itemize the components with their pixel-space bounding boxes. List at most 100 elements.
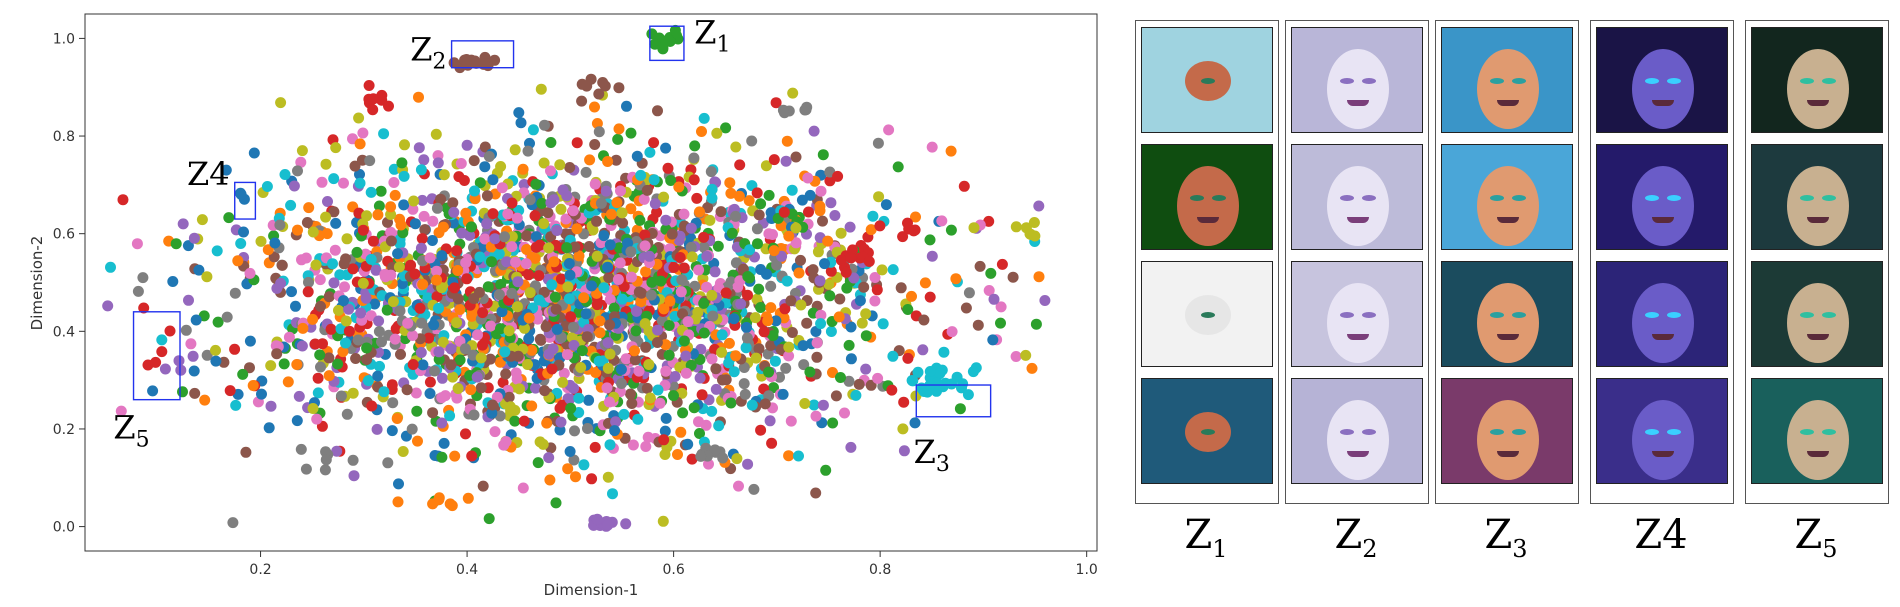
scatter-point [817, 399, 829, 411]
scatter-point [394, 238, 406, 250]
mouth-shape [1347, 100, 1369, 106]
scatter-point [790, 151, 802, 163]
scatter-point [640, 441, 652, 452]
scatter-point [458, 175, 470, 186]
scatter-point [445, 359, 457, 371]
scatter-point [835, 227, 847, 239]
scatter-point [474, 177, 486, 189]
scatter-point [807, 264, 819, 276]
scatter-point [427, 407, 439, 419]
scatter-point [660, 142, 672, 154]
eye-shape [1512, 78, 1526, 84]
scatter-point [765, 302, 777, 314]
cluster-label: Z2 [410, 30, 446, 74]
scatter-point [496, 306, 508, 318]
scatter-point [783, 230, 795, 242]
eye-shape [1645, 195, 1659, 201]
scatter-point [823, 278, 835, 290]
scatter-point [332, 358, 344, 370]
scatter-point [563, 293, 575, 305]
scatter-point [418, 154, 430, 166]
scatter-point [793, 267, 805, 279]
scatter-point [167, 276, 179, 287]
scatter-point [776, 250, 788, 262]
scatter-point [768, 245, 780, 257]
scatter-point [392, 496, 404, 508]
scatter-point [489, 426, 501, 438]
scatter-point [580, 308, 592, 320]
scatter-point [323, 291, 335, 303]
scatter-point [454, 304, 466, 315]
face-shape [1327, 400, 1389, 480]
scatter-point [909, 417, 921, 429]
portrait-image [1141, 144, 1273, 250]
x-tick-label: 0.8 [869, 562, 891, 578]
scatter-point [223, 212, 235, 224]
cluster-box [450, 40, 515, 69]
scatter-point [839, 407, 850, 419]
scatter-point [765, 280, 777, 292]
scatter-point [378, 386, 390, 398]
scatter-point [677, 407, 689, 419]
eye-shape [1800, 78, 1814, 84]
scatter-point [451, 245, 463, 257]
cluster-point [459, 54, 471, 66]
scatter-point [445, 343, 457, 355]
mouth-shape [1497, 100, 1519, 106]
scatter-point [625, 127, 637, 139]
scatter-point [335, 323, 347, 335]
scatter-point [307, 313, 319, 325]
scatter-point [576, 95, 588, 107]
scatter-point [567, 205, 579, 217]
scatter-point [455, 158, 467, 169]
scatter-point [873, 191, 885, 203]
scatter-point [1030, 318, 1042, 330]
scatter-point [706, 192, 718, 204]
scatter-point [503, 325, 515, 337]
scatter-point [652, 105, 663, 117]
scatter-point [685, 241, 697, 253]
scatter-point [396, 157, 408, 169]
eye-shape [1645, 312, 1659, 318]
scatter-point [639, 318, 651, 330]
scatter-point [615, 364, 627, 375]
scatter-point [514, 383, 525, 395]
scatter-point [733, 480, 744, 492]
scatter-point [730, 257, 742, 269]
scatter-point [753, 283, 765, 295]
scatter-point [765, 340, 777, 351]
scatter-point [602, 337, 614, 349]
scatter-point [483, 151, 495, 162]
x-axis-ticks: 0.2 0.4 0.6 0.8 1.0 [249, 551, 1098, 578]
scatter-point [607, 488, 618, 500]
scatter-point [532, 457, 544, 469]
scatter-point [629, 345, 640, 357]
face-shape [1327, 283, 1389, 363]
scatter-point [707, 310, 719, 322]
scatter-point [898, 396, 910, 408]
cluster-label: Z5 [113, 409, 149, 453]
scatter-point [402, 317, 414, 329]
scatter-point [312, 372, 324, 384]
scatter-point [291, 415, 303, 427]
scatter-point [295, 443, 307, 455]
portrait-image [1441, 378, 1573, 484]
scatter-point [604, 319, 616, 331]
cluster-point [906, 375, 918, 386]
mouth-shape [1347, 451, 1369, 457]
scatter-point [591, 299, 603, 311]
scatter-point [639, 240, 651, 252]
scatter-point [584, 154, 596, 166]
scatter-point [918, 314, 930, 326]
scatter-point [183, 294, 194, 306]
scatter-point [651, 206, 663, 218]
scatter-point [551, 323, 563, 335]
scatter-point [391, 413, 403, 424]
scatter-point [320, 211, 332, 223]
scatter-point [555, 203, 567, 215]
scatter-point [691, 192, 703, 204]
mouth-shape [1347, 334, 1369, 340]
scatter-point [539, 119, 550, 131]
scatter-point [963, 287, 975, 299]
scatter-point [539, 385, 551, 397]
